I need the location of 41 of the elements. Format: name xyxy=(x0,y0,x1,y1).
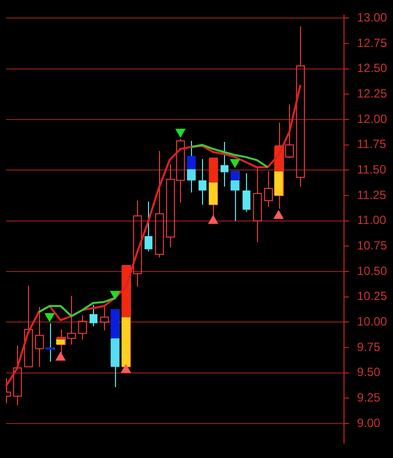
y-tick-label: 12.50 xyxy=(357,61,388,76)
candlestick xyxy=(13,345,22,406)
y-tick-label: 12.25 xyxy=(357,86,388,101)
bar xyxy=(110,309,120,338)
bar xyxy=(122,265,130,318)
y-tick-label: 11.50 xyxy=(357,162,386,177)
bar xyxy=(208,158,218,182)
candlestick xyxy=(220,141,228,187)
y-tick-label: 12.75 xyxy=(357,36,388,50)
y-tick-label: 9.75 xyxy=(357,340,381,354)
y-tick-label: 11.75 xyxy=(357,137,386,152)
candlestick xyxy=(24,285,33,368)
candlestick xyxy=(155,150,164,258)
candlestick xyxy=(198,158,206,206)
y-tick-label: 10.75 xyxy=(357,238,388,253)
y-tick-label: 9.00 xyxy=(357,416,381,430)
y-tick-label: 10.50 xyxy=(357,264,388,278)
candlestick xyxy=(264,170,273,208)
bar xyxy=(56,339,65,345)
y-tick-label: 12.00 xyxy=(357,112,388,126)
candlestick xyxy=(100,306,109,331)
candlestick xyxy=(78,314,87,340)
candlestick xyxy=(253,166,262,243)
y-tick-label: 10.00 xyxy=(357,314,388,329)
y-tick-label: 11.25 xyxy=(357,188,386,202)
candlestick xyxy=(296,26,305,187)
bar xyxy=(274,171,283,196)
bar xyxy=(208,182,218,205)
candlestick xyxy=(144,201,152,252)
y-tick-label: 13.00 xyxy=(357,10,388,25)
candlestick xyxy=(35,306,44,368)
candlestick xyxy=(242,172,250,212)
candlestick xyxy=(90,304,98,327)
bar xyxy=(230,171,240,180)
candlestick xyxy=(133,200,142,288)
y-tick-label: 10.25 xyxy=(357,289,388,304)
bar xyxy=(186,156,196,170)
y-tick-label: 9.25 xyxy=(357,390,381,405)
y-tick-label: 11.00 xyxy=(357,213,386,228)
y-tick-label: 9.50 xyxy=(357,365,381,380)
bar xyxy=(122,317,130,367)
